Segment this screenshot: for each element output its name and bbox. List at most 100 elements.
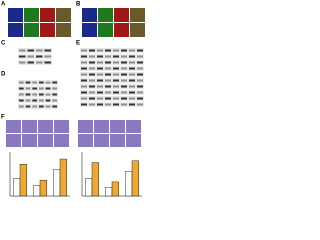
blot-band (81, 79, 87, 82)
blot-band (52, 105, 57, 108)
blot-band (45, 87, 51, 90)
bar (53, 169, 61, 197)
blot-band (52, 99, 57, 102)
bar (59, 158, 67, 197)
blot-band (25, 93, 31, 96)
blot-strip (80, 78, 144, 83)
blot-band (27, 61, 34, 64)
blot-strip (80, 72, 144, 77)
blot-band (81, 91, 87, 94)
blot-band (129, 97, 135, 100)
micrograph (56, 23, 71, 37)
blot-strip (18, 98, 58, 103)
panel-label: D (1, 72, 6, 78)
blot-strip (80, 66, 144, 71)
micrograph (54, 134, 69, 147)
blot-band (89, 103, 95, 106)
blot-band (25, 87, 31, 90)
blot-band (129, 55, 135, 58)
blot-band (39, 105, 44, 108)
panel-label: A (1, 2, 6, 8)
blot-band (89, 73, 95, 76)
blot-band (121, 97, 127, 100)
blot-band (32, 87, 37, 90)
blot-band (89, 91, 95, 94)
blot-band (105, 73, 111, 76)
micrograph (40, 8, 55, 22)
bar (39, 179, 47, 197)
micrograph (24, 23, 39, 37)
blot-band (39, 87, 44, 90)
blot-band (129, 85, 135, 88)
blot-band (19, 93, 24, 96)
blot-band (81, 73, 87, 76)
blot-band (129, 103, 135, 106)
blot-strip (18, 60, 52, 65)
blot-strip (80, 60, 144, 65)
blot-band (97, 97, 103, 100)
micrograph (110, 134, 125, 147)
blot-band (89, 79, 95, 82)
blot-band (113, 61, 119, 64)
blot-band (129, 73, 135, 76)
blot-band (121, 91, 127, 94)
blot-band (81, 61, 87, 64)
micrograph (8, 23, 23, 37)
blot-band (105, 79, 111, 82)
blot-band (121, 73, 127, 76)
micrograph (78, 120, 93, 133)
micrograph (114, 8, 129, 22)
blot-strip (80, 48, 144, 53)
blot-band (19, 55, 26, 58)
blot-band (32, 105, 37, 108)
blot-band (27, 49, 34, 52)
blot-band (45, 99, 51, 102)
blot-band (113, 73, 119, 76)
blot-band (25, 81, 31, 84)
blot-band (45, 105, 51, 108)
blot-band (137, 61, 143, 64)
blot-band (52, 87, 57, 90)
micrograph (114, 23, 129, 37)
micrograph (40, 23, 55, 37)
bar (33, 185, 41, 197)
micrograph (126, 134, 141, 147)
blot-band (105, 55, 111, 58)
blot-band (97, 61, 103, 64)
blot-band (25, 105, 31, 108)
blot-band (129, 49, 135, 52)
micrograph (126, 120, 141, 133)
micrograph (22, 134, 37, 147)
panel-label: E (76, 41, 80, 47)
blot-band (97, 91, 103, 94)
blot-band (121, 67, 127, 70)
blot-band (113, 103, 119, 106)
blot-band (97, 73, 103, 76)
micrograph (130, 23, 145, 37)
blot-band (19, 105, 24, 108)
blot-band (105, 49, 111, 52)
blot-band (113, 91, 119, 94)
blot-band (81, 67, 87, 70)
blot-strip (18, 104, 58, 109)
blot-band (97, 55, 103, 58)
blot-band (89, 55, 95, 58)
blot-band (105, 103, 111, 106)
blot-band (19, 61, 26, 64)
blot-band (97, 103, 103, 106)
blot-band (105, 61, 111, 64)
blot-band (113, 49, 119, 52)
blot-band (19, 49, 26, 52)
blot-band (129, 91, 135, 94)
micrograph (78, 134, 93, 147)
blot-band (36, 55, 43, 58)
blot-band (105, 85, 111, 88)
blot-band (32, 99, 37, 102)
blot-strip (80, 90, 144, 95)
bar (105, 186, 113, 197)
blot-band (25, 99, 31, 102)
blot-band (97, 79, 103, 82)
blot-band (32, 81, 37, 84)
micrograph (110, 120, 125, 133)
blot-strip (18, 54, 52, 59)
